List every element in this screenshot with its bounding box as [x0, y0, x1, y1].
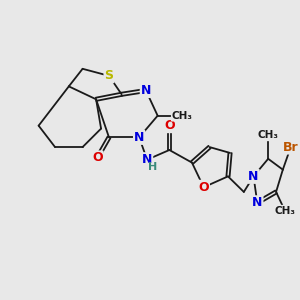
Text: N: N	[134, 131, 144, 144]
Text: N: N	[141, 84, 151, 97]
Text: O: O	[164, 119, 175, 132]
Text: N: N	[252, 196, 262, 209]
Text: O: O	[198, 181, 209, 194]
Text: N: N	[142, 153, 152, 166]
Text: Br: Br	[283, 141, 298, 154]
Text: S: S	[104, 69, 113, 82]
Text: CH₃: CH₃	[274, 206, 296, 216]
Text: N: N	[248, 170, 259, 183]
Text: CH₃: CH₃	[172, 111, 193, 121]
Text: H: H	[148, 162, 157, 172]
Text: CH₃: CH₃	[258, 130, 279, 140]
Text: O: O	[92, 152, 103, 164]
